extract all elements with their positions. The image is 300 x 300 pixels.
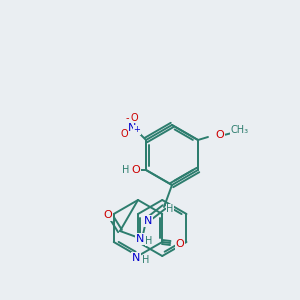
Text: H: H xyxy=(142,255,150,265)
Text: O: O xyxy=(120,129,128,139)
Text: N: N xyxy=(144,216,152,226)
Text: O: O xyxy=(130,113,138,123)
Text: O: O xyxy=(176,239,184,249)
Text: -: - xyxy=(125,113,129,123)
Text: H: H xyxy=(122,165,130,175)
Text: N: N xyxy=(132,253,140,263)
Text: +: + xyxy=(134,125,140,134)
Text: CH₃: CH₃ xyxy=(231,125,249,135)
Text: O: O xyxy=(103,210,112,220)
Text: O: O xyxy=(132,165,140,175)
Text: H: H xyxy=(166,204,174,214)
Text: O: O xyxy=(216,130,224,140)
Text: N: N xyxy=(128,123,136,133)
Text: H: H xyxy=(145,236,153,246)
Text: N: N xyxy=(136,234,144,244)
